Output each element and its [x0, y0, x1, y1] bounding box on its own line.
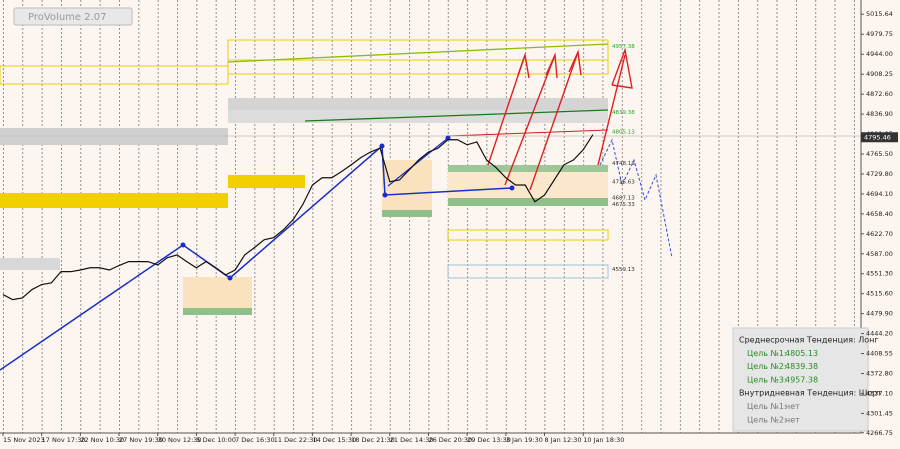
y-tick-label: 4551.30	[866, 270, 893, 278]
y-tick-label: 4444.20	[866, 330, 893, 338]
panel-value: нет	[785, 402, 800, 411]
y-tick-label: 4979.75	[866, 30, 893, 38]
panel-label: Цель №1:	[747, 402, 787, 411]
panel-heading: Среднесрочная Тенденция: Лонг	[739, 336, 879, 345]
y-tick-label: 4694.10	[866, 190, 893, 198]
panel-value: 4805.13	[785, 349, 818, 358]
y-tick-label: 4729.80	[866, 170, 893, 178]
current-price-box	[861, 132, 898, 143]
panel-heading: Внутридневная Тенденция: Шорт	[739, 389, 882, 398]
x-tick-label: 21 Dec 14:30	[390, 436, 434, 444]
level-label: 4687.13	[612, 195, 635, 201]
panel-label: Цель №3:	[747, 375, 787, 384]
x-tick-label: 3 Jan 19:30	[506, 436, 543, 444]
zones	[0, 39, 861, 315]
price-line	[2, 134, 594, 301]
title-box: ProVolume 2.07	[13, 7, 133, 26]
x-tick-label: 8 Jan 12:30	[545, 436, 582, 444]
level-label: 4839.38	[612, 110, 635, 116]
y-tick-label: 4408.55	[866, 350, 893, 358]
y-tick-label: 4765.50	[866, 150, 893, 158]
x-tick-label: 15 Nov 2023	[3, 436, 45, 444]
x-tick-label: 22 Nov 10:30	[80, 436, 124, 444]
y-tick-label: 4301.45	[866, 409, 893, 417]
y-tick-label: 5015.64	[866, 10, 893, 18]
level-label: 4957.38	[612, 44, 635, 50]
panel-label: Цель №2:	[747, 362, 787, 371]
y-tick-label: 4337.10	[866, 389, 893, 397]
x-tick-label: 18 Dec 21:30	[351, 436, 395, 444]
level-label: 4715.63	[612, 179, 635, 185]
level-label: 4559.13	[612, 267, 635, 273]
x-tick-label: 11 Dec 22:30	[274, 436, 318, 444]
x-tick-label: 10 Jan 18:30	[583, 436, 624, 444]
panel-value: нет	[785, 415, 800, 424]
x-tick-label: 26 Dec 20:30	[428, 436, 472, 444]
y-tick-label: 4836.90	[866, 110, 893, 118]
y-tick-label: 4479.90	[866, 310, 893, 318]
y-tick-label: 4372.80	[866, 370, 893, 378]
x-tick-label: 7 Dec 16:30	[235, 436, 275, 444]
level-label: 4675.33	[612, 202, 635, 208]
panel-value: 4957.38	[785, 375, 818, 384]
x-tick-label: 27 Nov 19:30	[119, 436, 163, 444]
level-label: 4748.13	[612, 161, 635, 167]
y-tick-label: 4622.70	[866, 230, 893, 238]
y-tick-label: 4587.00	[866, 250, 893, 258]
x-tick-label: 29 Dec 13:30	[467, 436, 511, 444]
panel-label: Цель №1:	[747, 349, 787, 358]
x-tick-label: 17 Nov 17:30	[42, 436, 86, 444]
chart-title: ProVolume 2.07	[28, 12, 107, 23]
level-label: 4805.13	[612, 129, 635, 135]
y-tick-label: 4266.75	[866, 429, 893, 437]
y-tick-label: 4908.25	[866, 70, 893, 78]
current-price-label: 4795.46	[864, 133, 891, 141]
y-tick-label: 4944.00	[866, 50, 893, 58]
y-tick-label: 4658.40	[866, 210, 893, 218]
panel-label: Цель №2:	[747, 415, 787, 424]
wave-lines	[0, 47, 673, 371]
x-tick-label: 14 Dec 15:30	[312, 436, 356, 444]
panel-value: 4839.38	[785, 362, 818, 371]
x-tick-label: 5 Dec 10:00	[196, 436, 236, 444]
x-tick-label: 30 Nov 12:30	[158, 436, 202, 444]
y-tick-label: 4515.60	[866, 290, 893, 298]
y-tick-label: 4872.60	[866, 90, 893, 98]
